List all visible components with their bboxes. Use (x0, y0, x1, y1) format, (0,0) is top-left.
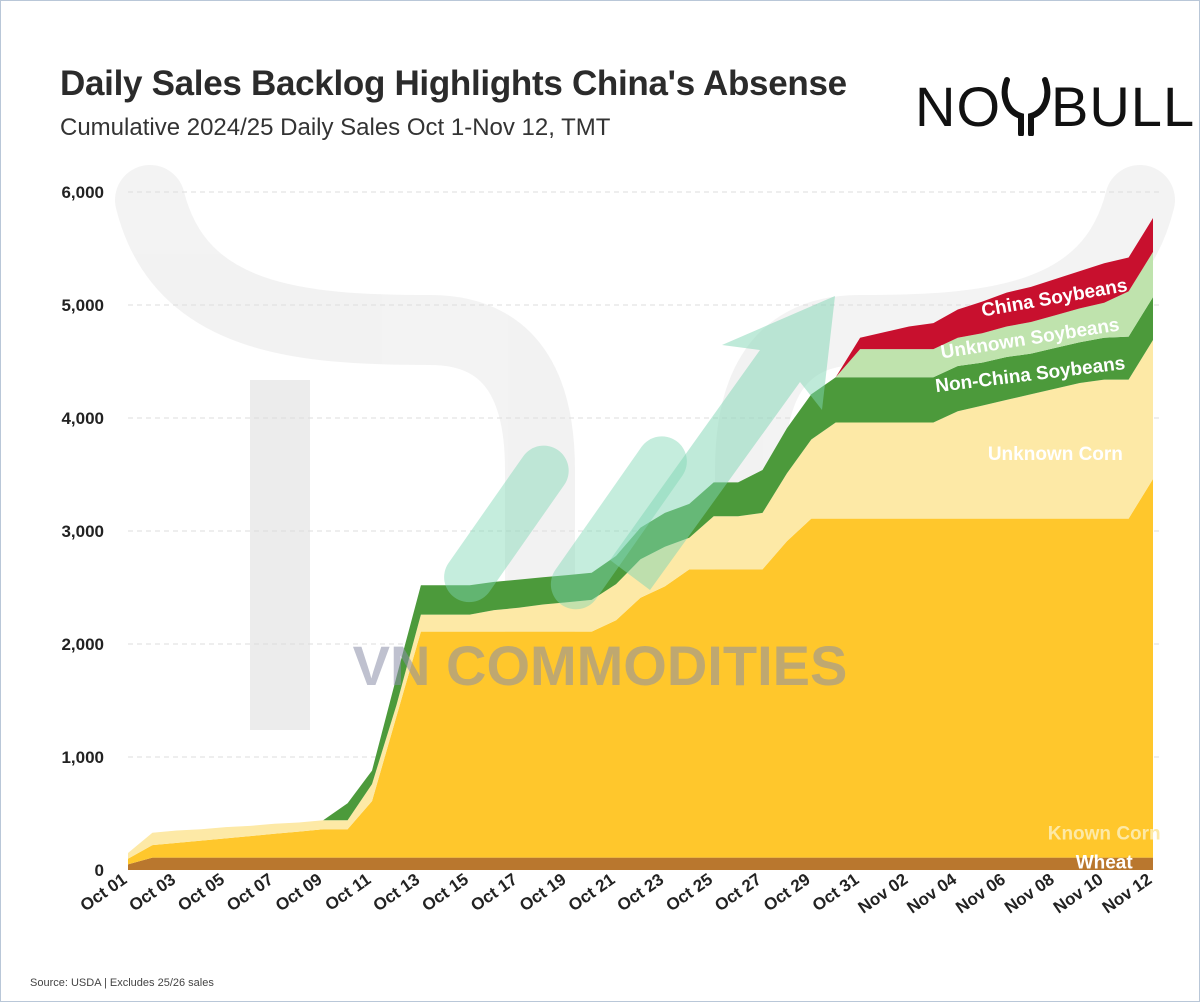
y-tick-label: 2,000 (61, 635, 104, 654)
x-tick-label: Oct 21 (565, 870, 618, 915)
logo-text-left: NO (915, 75, 1001, 138)
x-tick-label: Oct 25 (663, 870, 716, 915)
x-tick-label: Oct 09 (272, 870, 325, 915)
x-tick-label: Oct 31 (809, 870, 862, 915)
y-tick-label: 4,000 (61, 409, 104, 428)
series-label-wheat: Wheat (1076, 852, 1134, 873)
source-note: Source: USDA | Excludes 25/26 sales (30, 977, 214, 989)
y-tick-label: 5,000 (61, 296, 104, 315)
area-series-group (128, 218, 1153, 870)
watermark-logo: VN COMMODITIES (353, 296, 848, 697)
x-tick-label: Nov 12 (1099, 870, 1156, 918)
area-unknown-corn (128, 340, 1153, 859)
area-known-corn (128, 479, 1153, 865)
area-china-soybeans (128, 218, 1153, 853)
x-tick-label: Nov 08 (1001, 870, 1058, 918)
x-tick-label: Oct 23 (614, 870, 667, 915)
no-bull-logo: NO BULL (915, 74, 1195, 139)
x-tick-label: Oct 03 (126, 870, 179, 915)
x-tick-label: Nov 10 (1050, 870, 1107, 918)
x-tick-label: Nov 02 (855, 870, 912, 918)
x-tick-label: Oct 29 (760, 870, 813, 915)
area-non-china-soybeans (128, 297, 1153, 854)
y-tick-label: 1,000 (61, 748, 104, 767)
chart-subtitle: Cumulative 2024/25 Daily Sales Oct 1-Nov… (60, 114, 611, 141)
x-tick-label: Nov 04 (903, 869, 960, 917)
area-wheat (128, 857, 1153, 870)
chart-title: Daily Sales Backlog Highlights China's A… (60, 64, 847, 103)
bull-horns-icon (1001, 77, 1051, 136)
x-tick-label: Nov 06 (952, 870, 1009, 918)
x-tick-label: Oct 11 (322, 870, 375, 915)
series-label-known-corn: Known Corn (1048, 823, 1161, 844)
series-label-unknown-corn: Unknown Corn (988, 444, 1123, 465)
x-tick-label: Oct 05 (174, 870, 227, 915)
x-tick-label: Oct 27 (711, 870, 764, 915)
logo-text-right: BULL (1051, 75, 1196, 138)
x-tick-label: Oct 19 (516, 870, 569, 915)
x-tick-label: Oct 13 (370, 870, 423, 915)
y-axis-ticks: 0 1,000 2,000 3,000 4,000 5,000 6,000 (61, 183, 104, 880)
x-tick-label: Oct 17 (467, 870, 520, 915)
y-tick-label: 3,000 (61, 522, 104, 541)
watermark-text: VN COMMODITIES (353, 634, 848, 697)
x-tick-label: Oct 07 (223, 870, 276, 915)
x-tick-label: Oct 15 (418, 870, 471, 915)
y-tick-label: 6,000 (61, 183, 104, 202)
y-tick-label: 0 (95, 861, 104, 880)
